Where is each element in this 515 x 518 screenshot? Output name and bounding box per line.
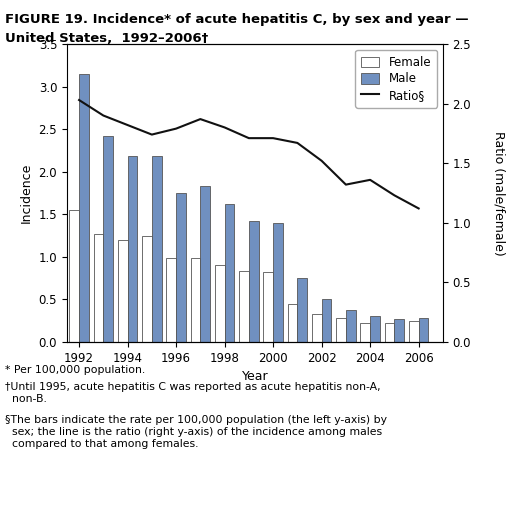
- Y-axis label: Ratio (male/female): Ratio (male/female): [492, 131, 505, 255]
- Bar: [200, 186, 210, 342]
- Bar: [118, 240, 128, 342]
- Bar: [166, 258, 176, 342]
- Bar: [191, 258, 200, 342]
- Bar: [385, 323, 394, 342]
- Text: †Until 1995, acute hepatitis C was reported as acute hepatitis non-A,
  non-B.: †Until 1995, acute hepatitis C was repor…: [5, 382, 381, 404]
- Text: §The bars indicate the rate per 100,000 population (the left y-axis) by
  sex; t: §The bars indicate the rate per 100,000 …: [5, 415, 387, 449]
- Bar: [94, 234, 104, 342]
- Bar: [360, 323, 370, 342]
- Text: United States,  1992–2006†: United States, 1992–2006†: [5, 32, 209, 45]
- Bar: [70, 210, 79, 342]
- X-axis label: Year: Year: [242, 370, 268, 383]
- Bar: [312, 314, 322, 342]
- Bar: [288, 304, 297, 342]
- Bar: [322, 299, 331, 342]
- Bar: [104, 136, 113, 342]
- Bar: [263, 272, 273, 342]
- Bar: [128, 156, 138, 342]
- Bar: [225, 204, 234, 342]
- Bar: [409, 321, 419, 342]
- Text: FIGURE 19. Incidence* of acute hepatitis C, by sex and year —: FIGURE 19. Incidence* of acute hepatitis…: [5, 13, 469, 26]
- Bar: [336, 318, 346, 342]
- Bar: [239, 271, 249, 342]
- Text: * Per 100,000 population.: * Per 100,000 population.: [5, 365, 145, 375]
- Legend: Female, Male, Ratio§: Female, Male, Ratio§: [355, 50, 437, 108]
- Bar: [79, 74, 89, 342]
- Bar: [394, 319, 404, 342]
- Bar: [152, 156, 162, 342]
- Y-axis label: Incidence: Incidence: [20, 163, 33, 223]
- Bar: [273, 223, 283, 342]
- Bar: [346, 310, 355, 342]
- Bar: [370, 316, 380, 342]
- Bar: [419, 318, 428, 342]
- Bar: [297, 278, 307, 342]
- Bar: [176, 193, 186, 342]
- Bar: [142, 236, 152, 342]
- Bar: [249, 221, 259, 342]
- Bar: [215, 265, 225, 342]
